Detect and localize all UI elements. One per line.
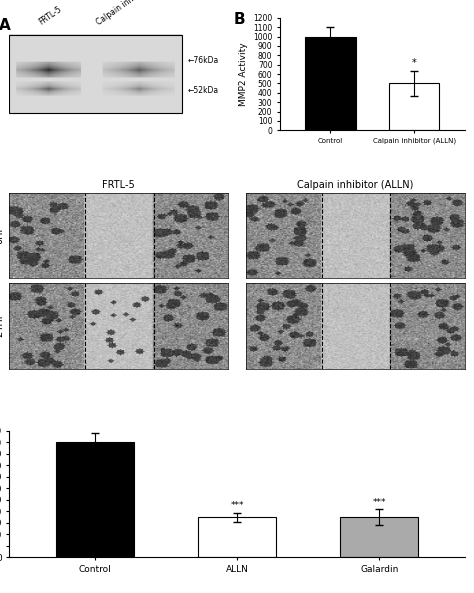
- Text: ***: ***: [230, 501, 244, 510]
- Bar: [56, 442, 134, 557]
- Text: Calpain inhibitor (ALLN): Calpain inhibitor (ALLN): [95, 0, 175, 27]
- Text: ←76kDa: ←76kDa: [188, 56, 219, 65]
- Text: FRTL-5: FRTL-5: [37, 5, 63, 27]
- Text: *: *: [412, 59, 417, 68]
- Bar: [389, 84, 439, 130]
- Y-axis label: 0Hr: 0Hr: [0, 227, 4, 244]
- Text: B: B: [234, 12, 246, 27]
- Bar: [305, 37, 356, 130]
- Bar: [340, 517, 418, 557]
- Text: ***: ***: [373, 498, 386, 507]
- Y-axis label: MMP2 Activity: MMP2 Activity: [238, 42, 247, 106]
- Y-axis label: 24Hr: 24Hr: [0, 314, 4, 337]
- Text: ←52kDa: ←52kDa: [188, 87, 219, 95]
- Bar: [198, 517, 276, 557]
- Title: Calpain inhibitor (ALLN): Calpain inhibitor (ALLN): [297, 180, 413, 190]
- Title: FRTL-5: FRTL-5: [102, 180, 135, 190]
- Text: A: A: [0, 18, 11, 33]
